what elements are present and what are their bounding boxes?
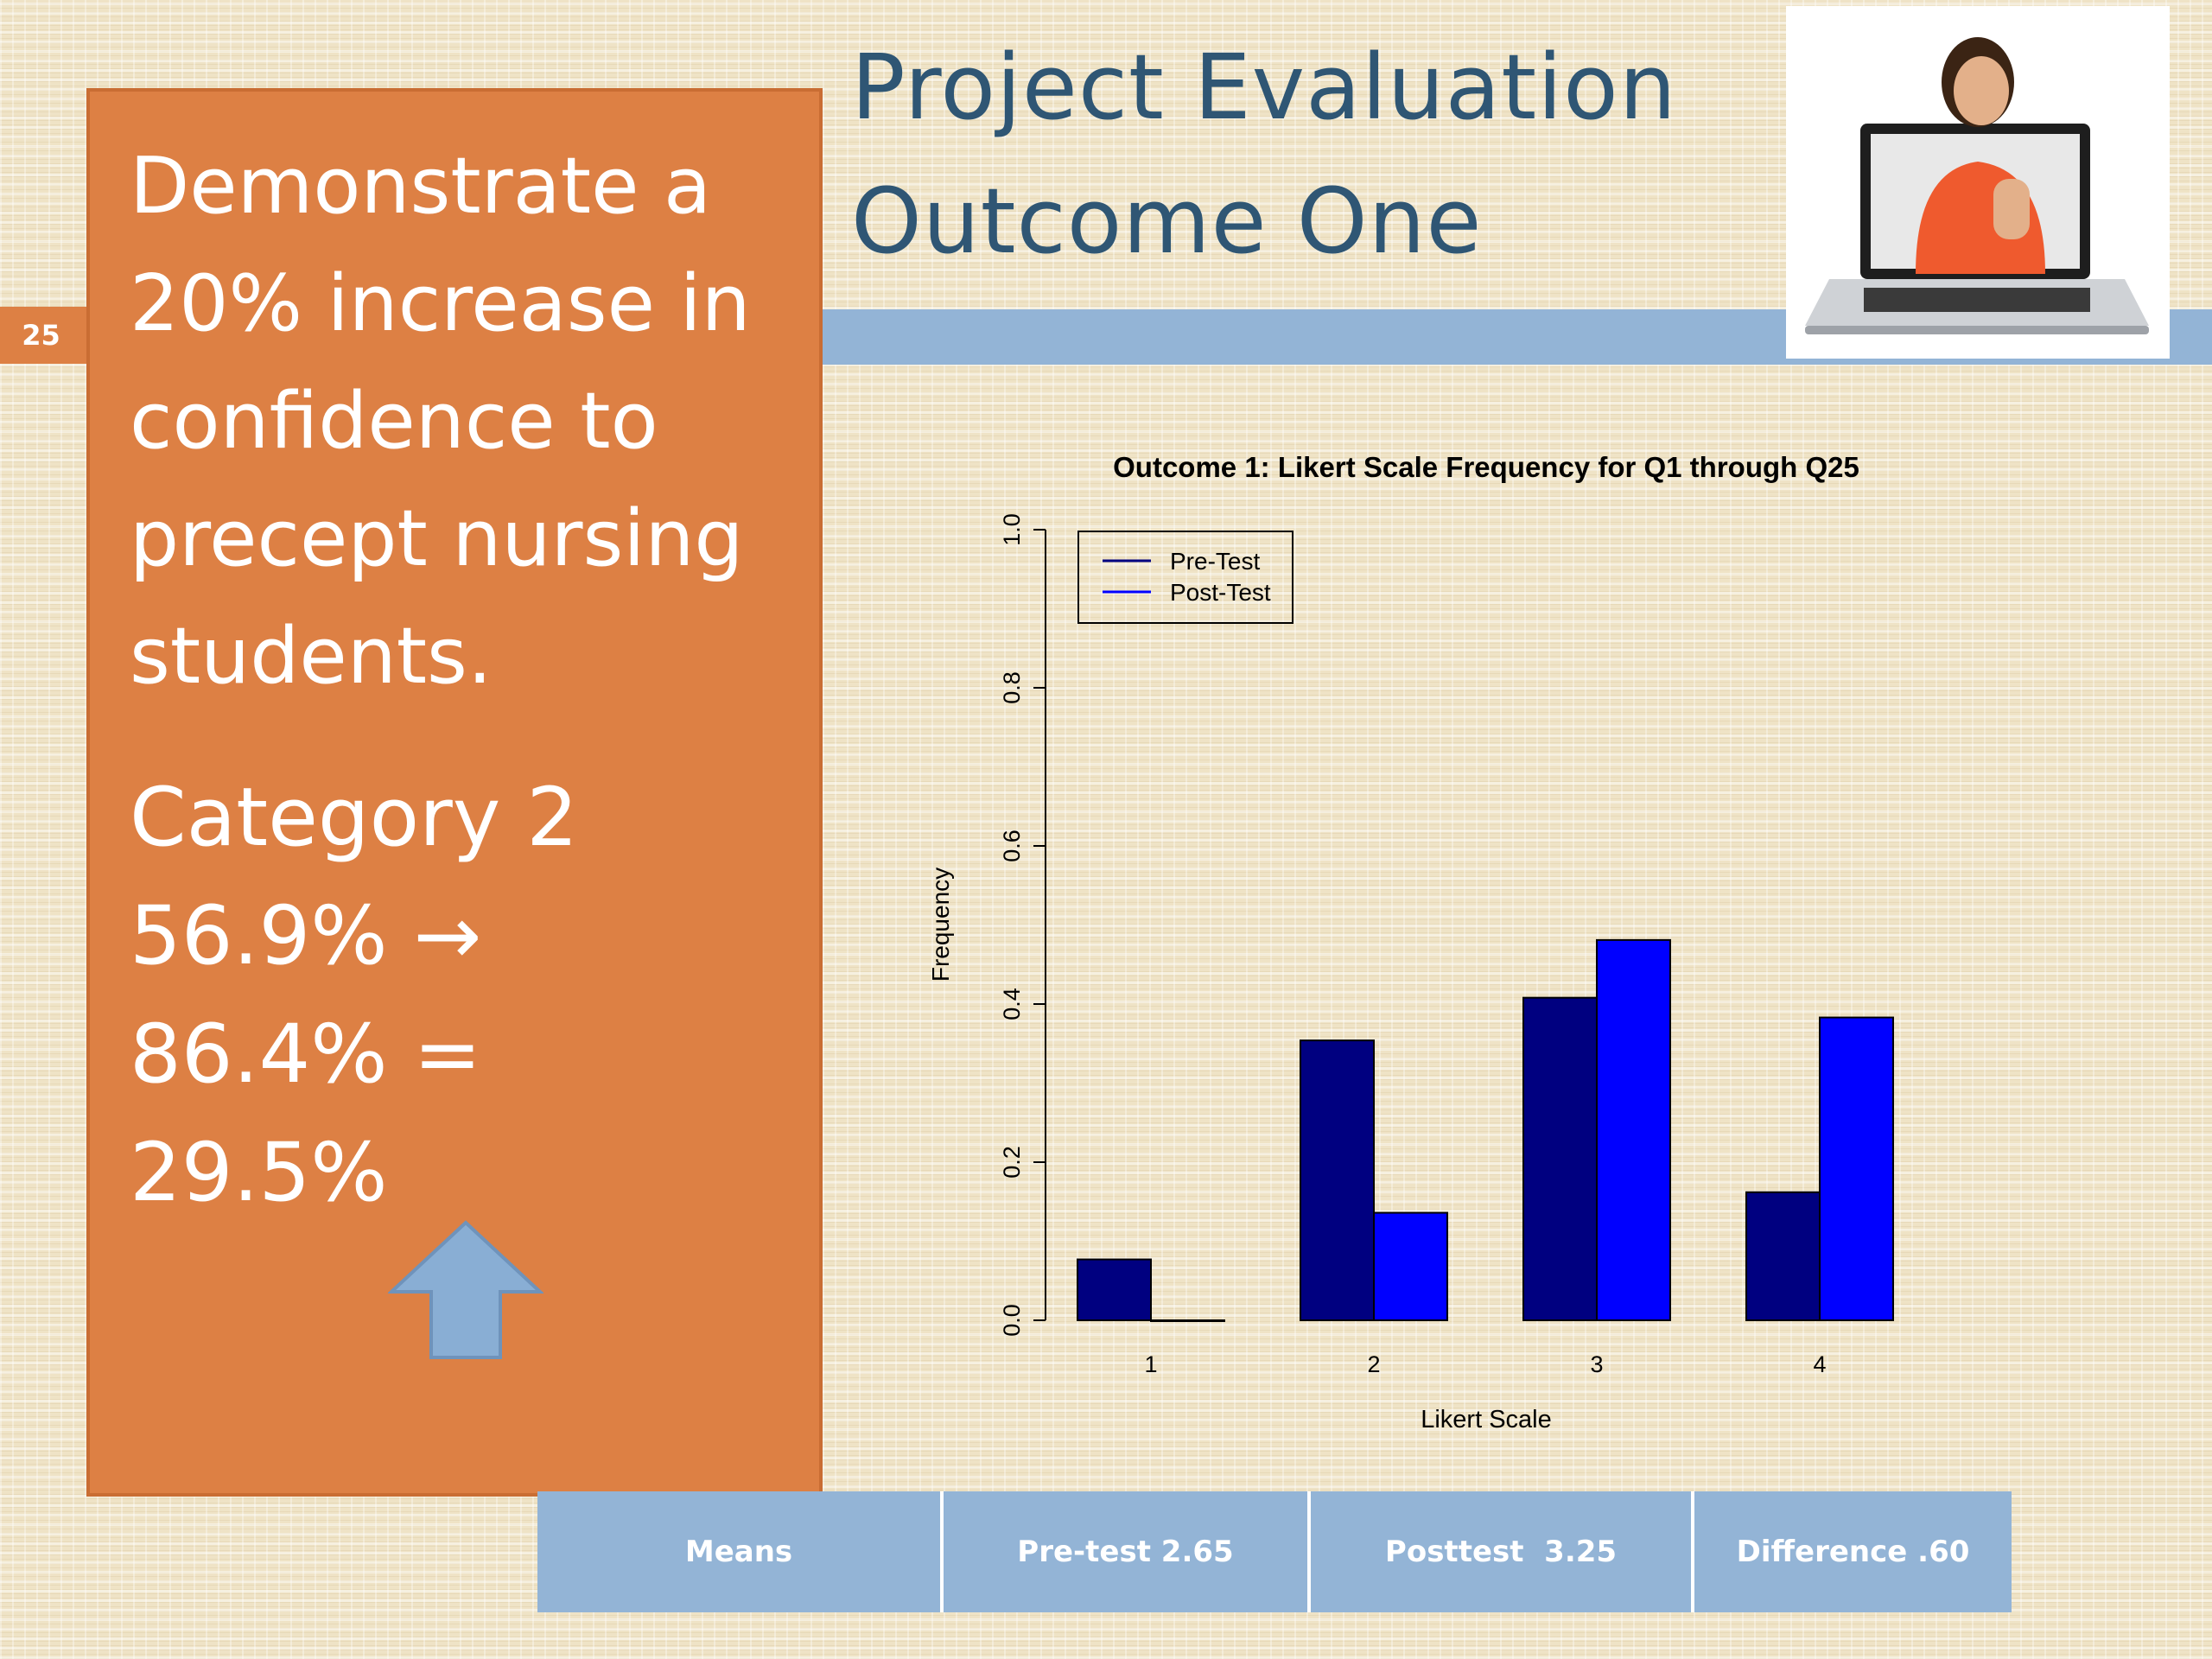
legend-box: [1077, 531, 1294, 624]
bar-post-test-1: [1150, 1319, 1225, 1322]
x-tick-label: 2: [1367, 1351, 1380, 1377]
bar-pre-test-4: [1745, 1191, 1821, 1322]
title-line-1: Project Evaluation: [851, 35, 1677, 140]
laptop-photo: [1786, 6, 2170, 359]
category-label: Category 2: [130, 771, 579, 865]
y-tick-label: 0.2: [999, 1146, 1025, 1179]
bar-pre-test-3: [1522, 996, 1598, 1321]
chart-svg: Outcome 1: Likert Scale Frequency for Q1…: [927, 451, 1894, 1433]
bar-post-test-4: [1819, 1016, 1894, 1321]
increase-percent: 29.5%: [130, 1126, 388, 1220]
y-tick-label: 0.4: [999, 988, 1025, 1020]
x-tick-label: 4: [1813, 1351, 1826, 1377]
bar-post-test-3: [1596, 938, 1671, 1321]
slide-number: 25: [22, 319, 60, 352]
title-line-2: Outcome One: [851, 168, 1483, 274]
pre-percent: 56.9% →: [130, 889, 482, 983]
outcome-panel: Demonstrate a 20% increase in confidence…: [86, 88, 823, 1497]
up-arrow-icon: [388, 1220, 543, 1359]
legend-label: Pre-Test: [1170, 548, 1260, 575]
bar-pre-test-2: [1300, 1039, 1375, 1322]
means-table: Means Pre-test 2.65 Posttest 3.25 Differ…: [537, 1491, 2012, 1612]
outcome-statement: Demonstrate a 20% increase in confidence…: [130, 141, 751, 702]
x-tick-label: 1: [1144, 1351, 1157, 1377]
chart-title: Outcome 1: Likert Scale Frequency for Q1…: [1113, 451, 1859, 483]
post-percent: 86.4% =: [130, 1007, 482, 1102]
y-tick-label: 1.0: [999, 513, 1025, 546]
x-tick-label: 3: [1590, 1351, 1603, 1377]
difference-cell: Difference .60: [1694, 1491, 2012, 1612]
y-tick-label: 0.6: [999, 830, 1025, 862]
posttest-mean-cell: Posttest 3.25: [1311, 1491, 1694, 1612]
likert-chart: Outcome 1: Likert Scale Frequency for Q1…: [899, 432, 1961, 1460]
legend-label: Post-Test: [1170, 579, 1271, 606]
means-cell: Means: [537, 1491, 944, 1612]
woman-laptop-image: [1805, 37, 2149, 334]
bar-pre-test-1: [1077, 1258, 1152, 1321]
bar-post-test-2: [1373, 1211, 1448, 1321]
y-tick-label: 0.8: [999, 671, 1025, 704]
chart-y-label: Frequency: [927, 868, 954, 982]
slide-number-badge: 25: [0, 307, 99, 364]
y-tick-label: 0.0: [999, 1304, 1025, 1337]
chart-x-label: Likert Scale: [1421, 1406, 1552, 1433]
pretest-mean-cell: Pre-test 2.65: [944, 1491, 1311, 1612]
